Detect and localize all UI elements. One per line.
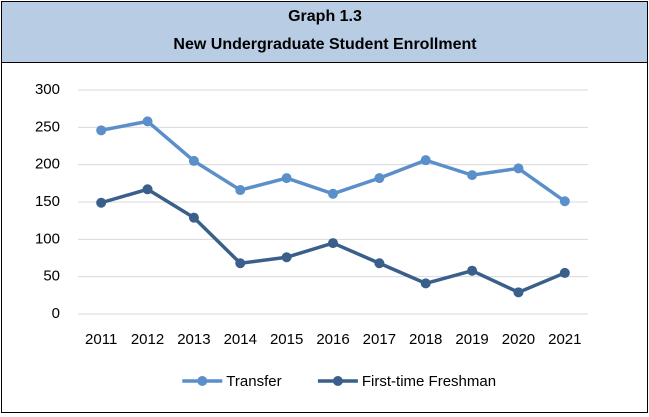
point: [559, 196, 570, 207]
legend-marker: [197, 376, 208, 386]
point: [328, 238, 338, 249]
y-tick-label: 0: [52, 305, 60, 322]
y-tick-label: 250: [35, 118, 60, 135]
legend-marker: [332, 376, 343, 386]
header: [1, 1, 648, 63]
point: [374, 173, 385, 184]
point: [281, 252, 292, 263]
point: [96, 125, 107, 136]
y-tick-label: 50: [43, 268, 60, 285]
x-tick-label: 2011: [85, 331, 117, 348]
point: [142, 184, 153, 195]
x-tick-label: 2018: [409, 331, 442, 348]
y-tick-label: 100: [35, 230, 60, 247]
point: [374, 258, 385, 269]
point: [420, 278, 431, 289]
point: [96, 197, 107, 208]
point: [513, 163, 524, 174]
x-tick-label: 2016: [316, 331, 349, 348]
point: [281, 173, 292, 184]
x-tick-label: 2020: [502, 331, 535, 348]
point: [235, 258, 246, 269]
point: [188, 212, 199, 223]
point: [420, 155, 431, 166]
y-tick-label: 300: [35, 81, 60, 98]
legend-label: Transfer: [226, 373, 281, 390]
point: [142, 116, 153, 127]
point: [235, 185, 246, 196]
y-tick-label: 200: [35, 156, 60, 173]
x-tick-label: 2012: [131, 331, 164, 348]
y-tick-label: 150: [35, 193, 60, 210]
x-tick-label: 2019: [455, 331, 488, 348]
point: [467, 265, 478, 276]
point: [328, 188, 338, 199]
point: [513, 287, 524, 298]
x-tick-label: 2013: [177, 331, 210, 348]
x-tick-label: 2015: [270, 331, 303, 348]
legend-label: First-time Freshman: [362, 373, 496, 390]
point: [559, 267, 570, 278]
point: [188, 155, 199, 166]
chart-title: Graph 1.3: [288, 8, 362, 25]
chart-subtitle: New Undergraduate Student Enrollment: [173, 36, 477, 53]
x-tick-label: 2021: [548, 331, 581, 348]
x-tick-label: 2017: [363, 331, 396, 348]
x-tick-label: 2014: [224, 331, 257, 348]
point: [467, 170, 478, 181]
